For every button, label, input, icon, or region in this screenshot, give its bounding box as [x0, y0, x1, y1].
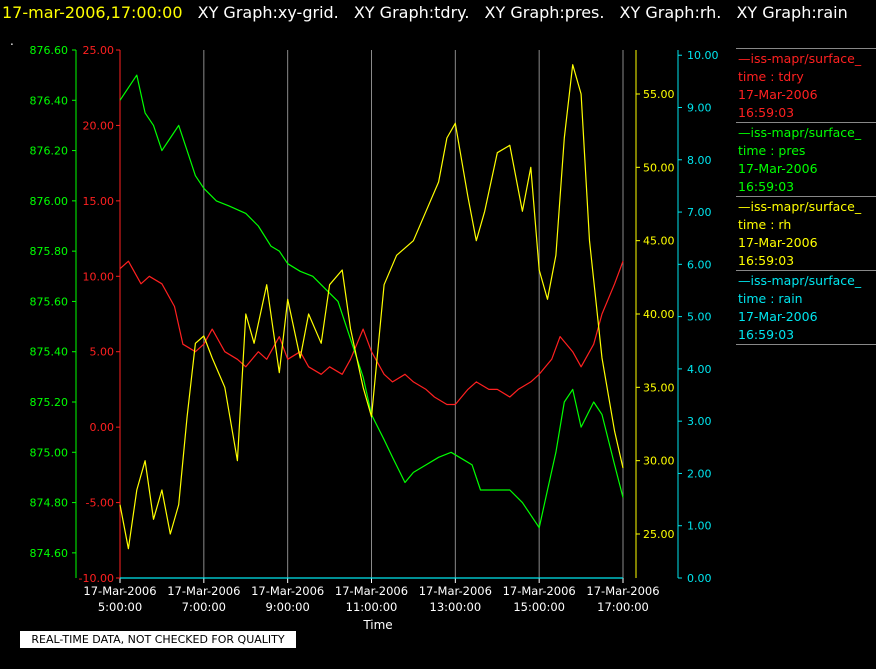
- rain-tick-label: 5.00: [687, 311, 712, 324]
- graph-tab-rh[interactable]: XY Graph:rh.: [619, 3, 722, 22]
- rh-tick-label: 40.00: [643, 308, 675, 321]
- rain-tick-label: 2.00: [687, 467, 712, 480]
- graph-tab-tdry[interactable]: XY Graph:tdry.: [353, 3, 470, 22]
- quality-notice: REAL-TIME DATA, NOT CHECKED FOR QUALITY: [20, 631, 296, 648]
- legend-date: 17-Mar-2006: [738, 235, 818, 250]
- rh-series-line: [119, 64, 624, 550]
- pres-tick-label: 876.40: [30, 94, 69, 107]
- legend-date: 17-Mar-2006: [738, 161, 818, 176]
- pres-tick-label: 876.00: [30, 195, 69, 208]
- legend-date: 17-Mar-2006: [738, 309, 818, 324]
- rh-tick-label: 50.00: [643, 161, 675, 174]
- legend-source: —iss-mapr/surface_: [738, 273, 862, 288]
- rain-tick-label: 9.00: [687, 102, 712, 115]
- x-tick-date: 17-Mar-2006: [251, 584, 324, 598]
- legend-source: —iss-mapr/surface_: [738, 199, 862, 214]
- x-tick-date: 17-Mar-2006: [419, 584, 492, 598]
- rain-tick-label: 8.00: [687, 154, 712, 167]
- legend-variable: time : pres: [738, 143, 806, 158]
- rh-tick-label: 35.00: [643, 381, 675, 394]
- x-tick-date: 17-Mar-2006: [167, 584, 240, 598]
- rh-tick-label: 25.00: [643, 528, 675, 541]
- legend-source: —iss-mapr/surface_: [738, 51, 862, 66]
- legend-entry-rain[interactable]: —iss-mapr/surface_ time : rain 17-Mar-20…: [736, 270, 876, 345]
- x-tick-time: 9:00:00: [265, 600, 309, 614]
- legend-entry-tdry[interactable]: —iss-mapr/surface_ time : tdry 17-Mar-20…: [736, 48, 876, 122]
- series-lines: [119, 64, 624, 579]
- rh-tick-label: 30.00: [643, 455, 675, 468]
- legend-time: 16:59:03: [738, 179, 795, 194]
- x-tick-date: 17-Mar-2006: [503, 584, 576, 598]
- pres-tick-label: 876.20: [30, 145, 69, 158]
- rain-tick-label: 6.00: [687, 258, 712, 271]
- legend: —iss-mapr/surface_ time : tdry 17-Mar-20…: [736, 48, 876, 345]
- legend-entry-pres[interactable]: —iss-mapr/surface_ time : pres 17-Mar-20…: [736, 122, 876, 196]
- legend-time: 16:59:03: [738, 105, 795, 120]
- pres-tick-label: 875.00: [30, 446, 69, 459]
- legend-variable: time : rh: [738, 217, 792, 232]
- rain-tick-label: 10.00: [687, 49, 719, 62]
- tdry-tick-label: 5.00: [90, 346, 115, 359]
- tdry-tick-label: 20.00: [83, 119, 115, 132]
- legend-entry-rh[interactable]: —iss-mapr/surface_ time : rh 17-Mar-2006…: [736, 196, 876, 270]
- tdry-tick-label: 25.00: [83, 44, 115, 57]
- graph-tab-xy-grid[interactable]: XY Graph:xy-grid.: [197, 3, 339, 22]
- grid-lines: [119, 50, 624, 578]
- rain-tick-label: 1.00: [687, 520, 712, 533]
- legend-variable: time : rain: [738, 291, 803, 306]
- rain-tick-label: 3.00: [687, 415, 712, 428]
- pres-tick-label: 875.40: [30, 346, 69, 359]
- x-tick-time: 17:00:00: [597, 600, 649, 614]
- x-tick-time: 15:00:00: [513, 600, 565, 614]
- pres-tick-label: 875.80: [30, 245, 69, 258]
- legend-time: 16:59:03: [738, 327, 795, 342]
- x-tick-time: 13:00:00: [430, 600, 482, 614]
- tdry-tick-label: 15.00: [83, 195, 115, 208]
- tdry-tick-label: 0.00: [90, 421, 115, 434]
- x-tick-time: 11:00:00: [346, 600, 398, 614]
- x-tick-date: 17-Mar-2006: [586, 584, 659, 598]
- rh-tick-label: 45.00: [643, 235, 675, 248]
- tdry-tick-label: -10.00: [79, 572, 114, 585]
- tdry-tick-label: -5.00: [86, 497, 114, 510]
- graph-tab-pres[interactable]: XY Graph:pres.: [484, 3, 605, 22]
- title-bar: 17-mar-2006,17:00:00 XY Graph:xy-grid. X…: [0, 2, 876, 26]
- pres-tick-label: 874.60: [30, 547, 69, 560]
- rain-tick-label: 7.00: [687, 206, 712, 219]
- x-axis-label: Time: [362, 618, 392, 632]
- marker-dot: .: [10, 34, 14, 48]
- legend-variable: time : tdry: [738, 69, 804, 84]
- legend-time: 16:59:03: [738, 253, 795, 268]
- graph-tab-rain[interactable]: XY Graph:rain: [736, 3, 848, 22]
- legend-source: —iss-mapr/surface_: [738, 125, 862, 140]
- legend-date: 17-Mar-2006: [738, 87, 818, 102]
- x-tick-time: 7:00:00: [182, 600, 226, 614]
- rain-tick-label: 4.00: [687, 363, 712, 376]
- x-tick-date: 17-Mar-2006: [335, 584, 408, 598]
- pres-tick-label: 875.60: [30, 295, 69, 308]
- x-tick-date: 17-Mar-2006: [83, 584, 156, 598]
- x-tick-time: 5:00:00: [98, 600, 142, 614]
- pres-tick-label: 874.80: [30, 497, 69, 510]
- timestamp: 17-mar-2006,17:00:00: [2, 3, 183, 22]
- rain-tick-label: 0.00: [687, 572, 712, 585]
- tdry-series-line: [119, 260, 624, 406]
- pres-tick-label: 875.20: [30, 396, 69, 409]
- pres-tick-label: 876.60: [30, 44, 69, 57]
- axes: 17-Mar-2006 5:00:00 17-Mar-2006 7:00:00 17-M…: [30, 44, 719, 614]
- rh-tick-label: 55.00: [643, 88, 675, 101]
- tdry-tick-label: 10.00: [83, 270, 115, 283]
